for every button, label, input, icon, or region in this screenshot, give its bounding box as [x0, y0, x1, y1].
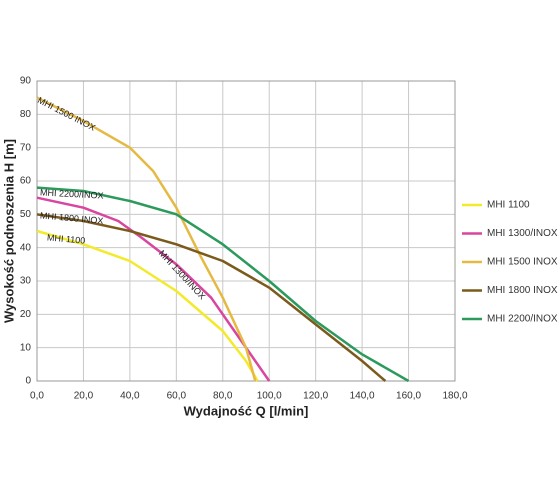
plot-frame	[36, 80, 456, 382]
x-tick-label: 20,0	[74, 391, 94, 402]
y-tick-label: 70	[20, 142, 32, 153]
x-tick-label: 0,0	[30, 391, 44, 402]
y-tick-label: 90	[20, 76, 32, 87]
curve-label: MHI 1100	[47, 232, 86, 245]
y-axis-title: Wysokość podnoszenia H [m]	[1, 139, 16, 323]
legend-label: MHI 1300/INOX	[487, 228, 558, 239]
x-tick-label: 180,0	[442, 391, 467, 402]
series-line	[36, 196, 271, 382]
x-tick-label: 60,0	[167, 391, 187, 402]
legend-label: MHI 1500 INOX	[487, 257, 558, 268]
legend-label: MHI 1800 INOX	[487, 285, 558, 296]
series-line	[36, 186, 410, 383]
x-tick-label: 40,0	[120, 391, 140, 402]
y-tick-label: 40	[20, 242, 32, 253]
series-line	[36, 213, 387, 382]
y-tick-label: 20	[20, 309, 32, 320]
x-tick-label: 120,0	[303, 391, 328, 402]
curve-label: MHI 2200/INOX	[40, 187, 104, 200]
x-tick-label: 80,0	[213, 391, 233, 402]
y-tick-label: 30	[20, 276, 32, 287]
x-tick-label: 160,0	[396, 391, 421, 402]
x-tick-label: 100,0	[257, 391, 282, 402]
legend-label: MHI 2200/INOX	[487, 314, 558, 325]
y-tick-label: 10	[20, 342, 32, 353]
y-tick-label: 80	[20, 109, 32, 120]
series-line	[36, 96, 257, 382]
x-axis-title: Wydajność Q [l/min]	[184, 403, 309, 418]
series-line	[36, 229, 259, 382]
x-tick-label: 140,0	[350, 391, 375, 402]
y-tick-label: 50	[20, 209, 32, 220]
legend-label: MHI 1100	[487, 200, 530, 211]
y-tick-label: 60	[20, 176, 32, 187]
y-tick-label: 0	[25, 376, 31, 387]
